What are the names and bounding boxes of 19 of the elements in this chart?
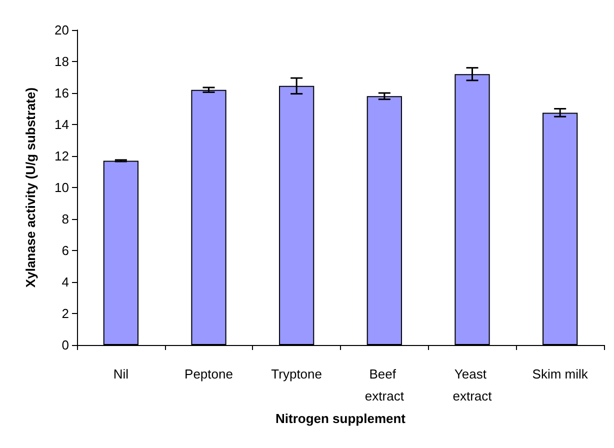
y-tick-label: 20 — [54, 22, 69, 38]
x-tick-label: Skim milk — [532, 366, 588, 382]
y-tick-label: 6 — [62, 243, 69, 258]
y-tick-label: 10 — [54, 180, 69, 195]
y-tick-label: 4 — [62, 274, 69, 290]
y-tick-label: 0 — [62, 338, 69, 352]
y-tick-label: 14 — [54, 117, 69, 132]
y-tick-label: 18 — [54, 54, 69, 69]
x-tick-label: Tryptone — [271, 366, 322, 382]
y-tick-label: 16 — [54, 86, 69, 100]
y-tick-label: 8 — [62, 212, 69, 226]
x-axis-title: Nitrogen supplement — [275, 410, 406, 426]
x-tick-label: Yeast extract — [452, 366, 492, 404]
x-tick-label: Nil — [113, 366, 129, 382]
y-axis-title: Xylanase activity (U/g substrate) — [23, 87, 38, 288]
y-tick-label: 2 — [62, 306, 69, 321]
y-tick-label: 12 — [54, 148, 69, 164]
x-tick-label: Beef extract — [364, 366, 404, 404]
x-tick-label: Peptone — [184, 366, 233, 382]
